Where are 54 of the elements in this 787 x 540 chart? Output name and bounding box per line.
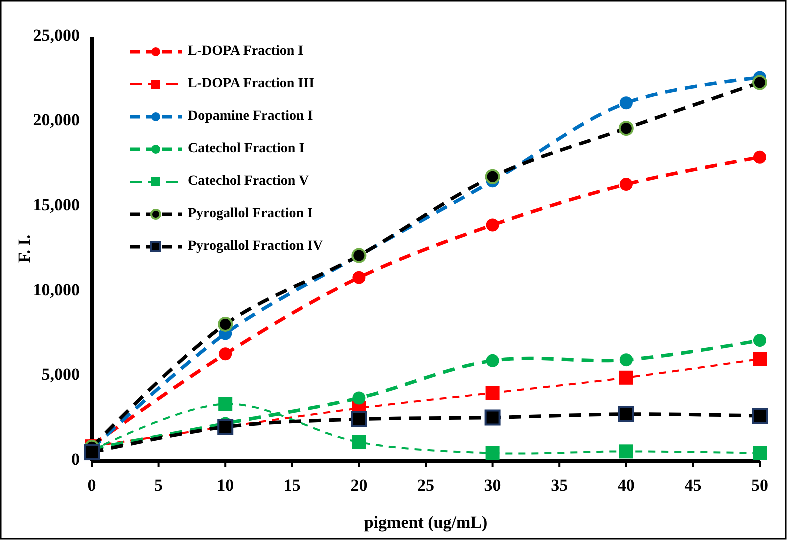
point [352,392,366,405]
point [753,446,767,460]
point [618,406,634,422]
point [218,397,233,412]
point [352,435,366,450]
point [618,121,634,136]
x-axis-title: pigment (ug/mL) [364,513,488,532]
y-tick-label: 20,000 [33,110,80,130]
point [486,354,500,368]
point [754,150,766,164]
point [84,444,100,461]
y-tick-label: 0 [72,450,80,469]
x-tick-label: 45 [684,476,702,495]
point [352,271,366,284]
y-tick-label: 10,000 [33,280,80,300]
y-tick-label: 5,000 [42,365,80,384]
legend-label: Dopamine Fraction I [188,109,314,124]
x-tick-label: 40 [618,476,635,495]
legend-label: Pyrogallol Fraction I [188,206,313,222]
point [351,411,368,428]
x-tick-label: 0 [88,476,96,495]
point [752,408,768,424]
legend-label: L-DOPA Fraction I [188,44,304,60]
legend-label: Pyrogallol Fraction IV [188,239,324,254]
point [620,178,633,192]
point [620,96,633,110]
point [218,316,234,332]
legend-label: Catechol Fraction I [188,142,305,157]
point [486,218,500,232]
point [754,334,766,348]
point [752,75,768,90]
x-tick-label: 30 [484,476,502,495]
point [619,370,634,385]
point [619,444,634,459]
x-tick-label: 15 [284,476,301,495]
x-tick-label: 10 [217,476,234,495]
legend-label: L-DOPA Fraction III [188,76,315,92]
x-tick-label: 25 [418,476,434,495]
y-tick-label: 25,000 [33,26,80,45]
point [486,386,500,400]
point [486,446,500,460]
point [485,169,500,184]
point [753,352,767,366]
point [218,419,234,436]
x-tick-label: 50 [752,476,768,495]
legend-label: Catechol Fraction V [188,174,310,190]
point [484,410,501,426]
x-tick-label: 20 [350,476,368,495]
x-tick-label: 35 [551,476,568,495]
point [620,354,633,367]
x-tick-label: 5 [154,476,164,495]
point [219,348,232,361]
y-axis-title: F. I. [15,234,34,264]
y-tick-label: 15,000 [33,196,80,215]
